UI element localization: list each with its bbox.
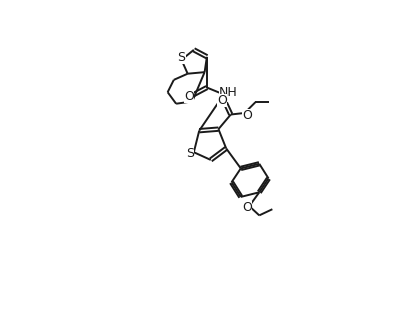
Text: O: O (184, 90, 194, 103)
Text: NH: NH (219, 86, 238, 99)
Text: S: S (186, 146, 194, 160)
Text: O: O (217, 94, 227, 107)
Text: O: O (242, 201, 252, 214)
Text: O: O (242, 109, 252, 122)
Text: S: S (178, 51, 186, 64)
